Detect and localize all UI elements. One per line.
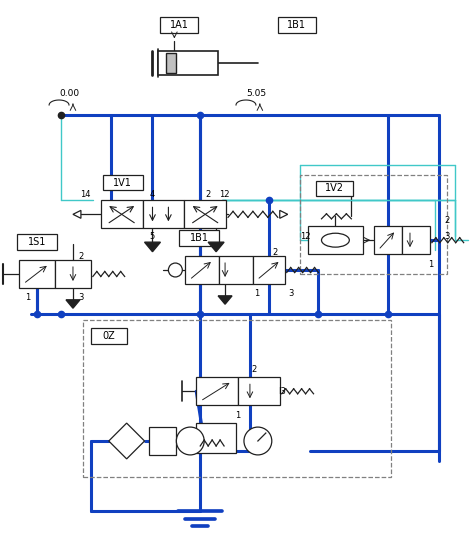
- Text: 1S1: 1S1: [28, 237, 46, 247]
- Bar: [196, 377, 238, 405]
- Bar: [19, 260, 55, 288]
- Text: 2: 2: [272, 248, 277, 256]
- Bar: [83, 320, 391, 477]
- Polygon shape: [208, 242, 224, 251]
- Text: 12: 12: [301, 232, 311, 241]
- Bar: [374, 226, 402, 254]
- Bar: [238, 377, 280, 405]
- Text: 2: 2: [206, 190, 211, 199]
- Text: 3: 3: [213, 232, 219, 241]
- Text: 2: 2: [78, 251, 83, 261]
- Bar: [161, 17, 198, 34]
- Bar: [55, 260, 91, 288]
- Bar: [308, 226, 363, 254]
- Text: 12: 12: [219, 190, 229, 199]
- Bar: [184, 201, 226, 228]
- Text: 0.00: 0.00: [59, 88, 79, 98]
- Text: 1: 1: [428, 260, 434, 268]
- Polygon shape: [145, 242, 161, 251]
- Circle shape: [244, 427, 272, 455]
- Text: 1B1: 1B1: [287, 21, 306, 30]
- Text: 14: 14: [80, 190, 90, 199]
- Bar: [196, 423, 236, 453]
- Text: 0Z: 0Z: [102, 331, 115, 340]
- Bar: [316, 180, 353, 196]
- Text: 4: 4: [150, 190, 155, 199]
- Bar: [158, 51, 218, 75]
- Bar: [219, 256, 253, 284]
- Bar: [91, 328, 127, 344]
- Bar: [166, 53, 176, 73]
- Polygon shape: [218, 296, 232, 304]
- Circle shape: [176, 427, 204, 455]
- Text: 1: 1: [25, 293, 30, 302]
- Polygon shape: [66, 300, 80, 308]
- Text: 1B1: 1B1: [190, 233, 209, 243]
- Text: 1: 1: [254, 289, 259, 298]
- Text: 5: 5: [150, 232, 155, 241]
- Text: I3: I3: [278, 387, 286, 396]
- Circle shape: [168, 263, 182, 277]
- Bar: [103, 175, 143, 190]
- Text: 2: 2: [444, 216, 449, 225]
- Bar: [278, 17, 316, 34]
- Text: 2: 2: [251, 365, 256, 374]
- Bar: [253, 256, 285, 284]
- Text: 1: 1: [236, 411, 241, 420]
- Text: 5.05: 5.05: [246, 88, 266, 98]
- Ellipse shape: [321, 233, 349, 247]
- Bar: [402, 226, 430, 254]
- Polygon shape: [109, 423, 145, 459]
- Text: 1V2: 1V2: [325, 184, 344, 193]
- Bar: [179, 230, 219, 246]
- Text: 3: 3: [444, 232, 449, 241]
- Bar: [185, 256, 219, 284]
- Polygon shape: [73, 210, 81, 218]
- Bar: [300, 175, 447, 274]
- Bar: [143, 201, 184, 228]
- Bar: [148, 427, 176, 455]
- Text: 1V1: 1V1: [113, 178, 132, 188]
- Text: 1: 1: [186, 234, 191, 243]
- Text: 3: 3: [288, 289, 293, 298]
- Text: 3: 3: [78, 293, 83, 302]
- Polygon shape: [280, 210, 288, 218]
- Bar: [101, 201, 143, 228]
- Bar: [17, 234, 57, 250]
- Text: 1A1: 1A1: [170, 21, 189, 30]
